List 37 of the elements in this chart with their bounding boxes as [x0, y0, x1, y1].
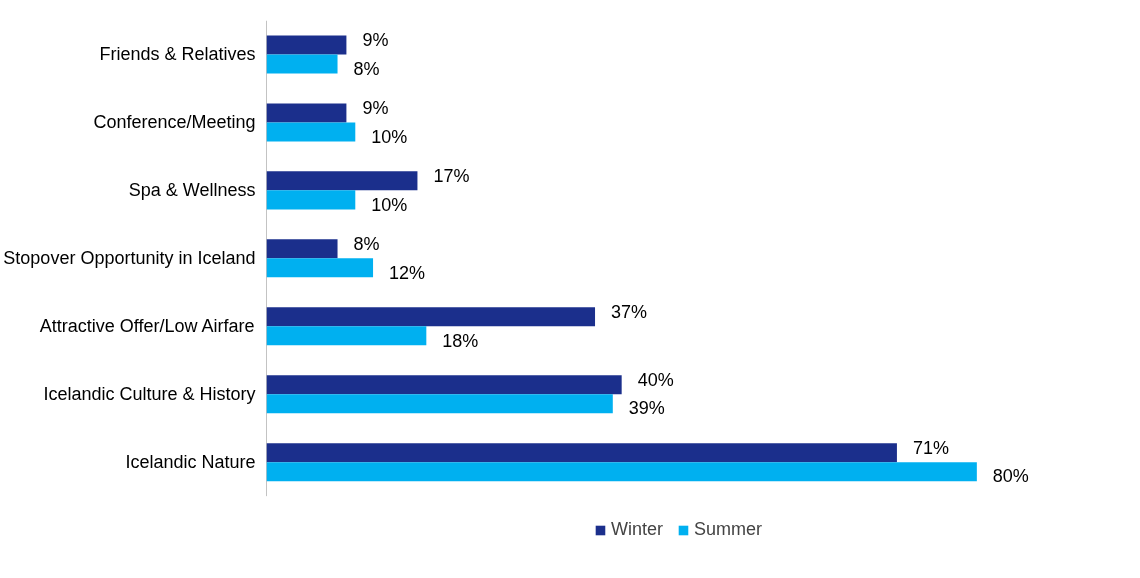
bar	[266, 394, 613, 414]
bar	[266, 239, 338, 259]
data-label: 39%	[628, 398, 665, 419]
bar	[266, 35, 347, 55]
bar	[266, 258, 374, 278]
bar	[266, 307, 596, 327]
data-label: 8%	[353, 234, 380, 255]
y-tick-label: Friends & Relatives	[99, 44, 256, 65]
data-label: 17%	[433, 166, 470, 187]
data-label: 8%	[353, 58, 380, 79]
y-tick-label: Icelandic Culture & History	[43, 384, 256, 405]
bar	[266, 122, 356, 142]
data-label: 10%	[371, 194, 408, 215]
data-label: 71%	[912, 437, 949, 458]
y-tick-label: Conference/Meeting	[93, 112, 256, 133]
data-label: 9%	[362, 30, 389, 51]
bar	[266, 462, 977, 482]
data-label: 37%	[611, 302, 648, 322]
y-tick-label: Spa & Wellness	[128, 180, 256, 201]
legend-label: Summer	[694, 519, 763, 540]
y-tick-label: Icelandic Nature	[125, 452, 256, 473]
data-label: 10%	[371, 126, 408, 147]
bar	[266, 103, 347, 123]
y-tick-label: Attractive Offer/Low Airfare	[39, 316, 255, 337]
bar	[266, 375, 622, 395]
legend-label: Winter	[610, 519, 663, 540]
bar	[266, 443, 897, 463]
bar	[266, 54, 338, 74]
data-label: 80%	[992, 466, 1029, 487]
data-label: 40%	[637, 369, 674, 390]
data-label: 18%	[442, 330, 479, 351]
data-label: 9%	[362, 98, 389, 119]
data-label: 12%	[389, 262, 426, 283]
bar	[266, 171, 418, 191]
bar	[266, 326, 427, 346]
y-tick-label: Stopover Opportunity in Iceland	[3, 248, 256, 269]
bar	[266, 190, 356, 210]
